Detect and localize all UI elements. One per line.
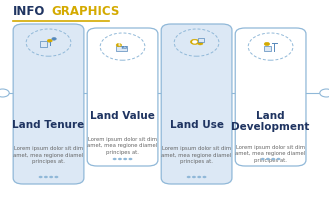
Circle shape (0, 89, 9, 97)
Text: Lorem ipsum dolor sit dim
amet, mea regione diamel
principes at.: Lorem ipsum dolor sit dim amet, mea regi… (162, 146, 232, 164)
Circle shape (118, 158, 122, 160)
Circle shape (248, 33, 293, 60)
Circle shape (52, 38, 56, 40)
Circle shape (26, 29, 71, 56)
Circle shape (187, 176, 191, 178)
Circle shape (116, 43, 122, 47)
FancyBboxPatch shape (87, 28, 158, 166)
FancyBboxPatch shape (161, 24, 232, 184)
Circle shape (100, 33, 145, 60)
Circle shape (49, 176, 53, 178)
Circle shape (261, 158, 265, 160)
Text: Lorem ipsum dolor sit dim
amet, mea regione diamel
principes at.: Lorem ipsum dolor sit dim amet, mea regi… (236, 145, 306, 163)
Circle shape (264, 42, 270, 46)
Circle shape (128, 158, 132, 160)
Circle shape (271, 158, 275, 160)
Circle shape (192, 176, 196, 178)
Circle shape (113, 158, 116, 160)
Text: Lorem ipsum dolor sit dim
amet, mea regione diamel
principes at.: Lorem ipsum dolor sit dim amet, mea regi… (88, 137, 158, 155)
Circle shape (197, 42, 203, 45)
FancyBboxPatch shape (40, 41, 47, 47)
FancyBboxPatch shape (116, 46, 127, 51)
Text: GRAPHICS: GRAPHICS (51, 5, 119, 18)
Text: TAX: TAX (121, 46, 128, 50)
Text: Lorem ipsum dolor sit dim
amet, mea regione diamel
principes at.: Lorem ipsum dolor sit dim amet, mea regi… (13, 146, 84, 164)
Circle shape (277, 158, 280, 160)
Text: Land Use: Land Use (169, 120, 224, 130)
Text: Land Tenure: Land Tenure (13, 120, 85, 130)
FancyBboxPatch shape (198, 38, 204, 42)
Text: $: $ (117, 43, 120, 47)
Circle shape (55, 176, 59, 178)
Circle shape (123, 158, 127, 160)
Circle shape (174, 29, 219, 56)
Circle shape (192, 40, 197, 43)
Text: Land
Development: Land Development (231, 111, 310, 132)
Circle shape (320, 89, 329, 97)
Circle shape (190, 39, 199, 44)
Text: Land Value: Land Value (90, 111, 155, 121)
Circle shape (47, 39, 52, 42)
Circle shape (197, 176, 201, 178)
Text: INFO: INFO (13, 5, 45, 18)
FancyBboxPatch shape (264, 46, 270, 51)
Circle shape (44, 176, 48, 178)
Circle shape (203, 176, 207, 178)
Circle shape (39, 176, 43, 178)
FancyBboxPatch shape (13, 24, 84, 184)
FancyBboxPatch shape (235, 28, 306, 166)
Circle shape (266, 158, 270, 160)
